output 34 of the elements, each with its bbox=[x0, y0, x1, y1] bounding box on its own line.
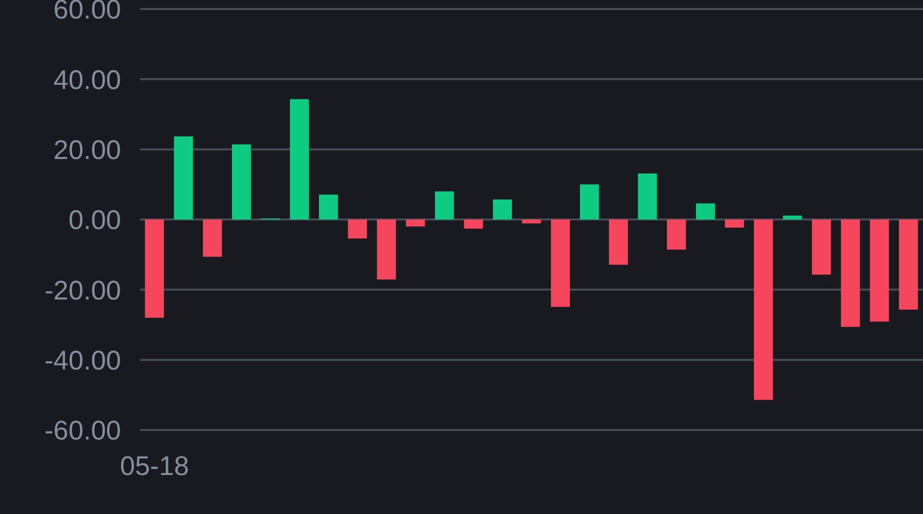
y-tick-label: -20.00 bbox=[44, 275, 121, 306]
bar bbox=[782, 216, 802, 220]
bar bbox=[174, 136, 193, 220]
bar bbox=[696, 203, 715, 220]
bar bbox=[580, 184, 599, 220]
bar bbox=[870, 220, 889, 322]
bar bbox=[434, 191, 454, 220]
y-tick-label: 20.00 bbox=[53, 134, 121, 165]
bar bbox=[724, 220, 744, 228]
x-tick-label: 05-18 bbox=[120, 451, 190, 482]
bar bbox=[666, 220, 686, 250]
y-tick-label: 0.00 bbox=[68, 205, 121, 236]
bar bbox=[840, 220, 860, 327]
bar bbox=[608, 220, 628, 265]
bar bbox=[898, 220, 918, 310]
bar bbox=[522, 220, 541, 224]
bar bbox=[406, 220, 425, 227]
bar bbox=[318, 194, 338, 220]
bar bbox=[348, 220, 367, 238]
bar bbox=[638, 174, 657, 220]
bar bbox=[232, 144, 251, 220]
bar bbox=[492, 200, 512, 220]
y-tick-label: 40.00 bbox=[53, 64, 121, 95]
bar bbox=[376, 220, 396, 280]
y-tick-label: -40.00 bbox=[44, 345, 121, 376]
bar bbox=[144, 220, 164, 318]
y-tick-label: 60.00 bbox=[53, 0, 121, 25]
bar bbox=[202, 220, 222, 257]
bar bbox=[550, 220, 570, 307]
bar bbox=[812, 220, 831, 275]
bar bbox=[290, 99, 309, 220]
bar bbox=[464, 220, 483, 229]
bar bbox=[754, 220, 773, 400]
y-tick-label: -60.00 bbox=[44, 416, 121, 446]
